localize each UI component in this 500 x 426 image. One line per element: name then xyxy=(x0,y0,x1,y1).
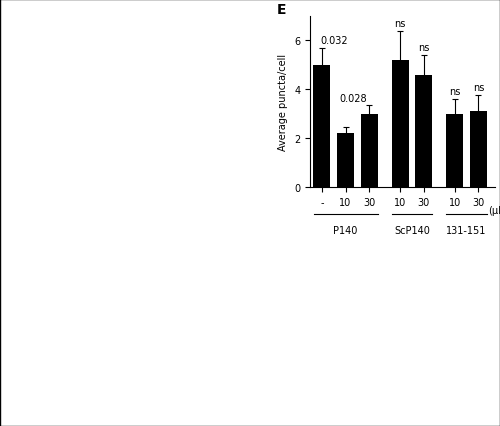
Text: 0.032: 0.032 xyxy=(320,36,348,46)
Text: ns: ns xyxy=(449,87,460,97)
Bar xyxy=(337,134,354,187)
Text: 0.028: 0.028 xyxy=(340,94,367,104)
Text: ns: ns xyxy=(394,19,406,29)
Text: ns: ns xyxy=(472,83,484,93)
Bar xyxy=(446,115,463,187)
Y-axis label: Average puncta/cell: Average puncta/cell xyxy=(278,54,288,151)
Bar xyxy=(314,66,330,187)
Text: 131-151: 131-151 xyxy=(446,225,486,235)
Text: (μM): (μM) xyxy=(488,206,500,216)
Text: E: E xyxy=(276,3,286,17)
Bar xyxy=(416,75,432,187)
Text: ns: ns xyxy=(418,43,430,53)
Text: P140: P140 xyxy=(334,225,358,235)
Bar xyxy=(392,61,408,187)
Text: ScP140: ScP140 xyxy=(394,225,430,235)
Bar xyxy=(361,115,378,187)
Bar xyxy=(470,112,487,187)
